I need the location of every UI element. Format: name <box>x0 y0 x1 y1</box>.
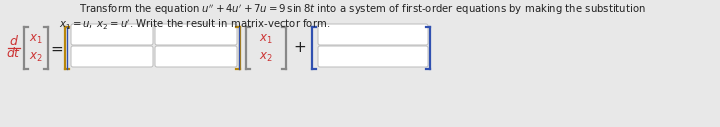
Text: $x_2$: $x_2$ <box>259 50 273 64</box>
FancyBboxPatch shape <box>318 24 428 45</box>
FancyBboxPatch shape <box>71 24 153 45</box>
FancyBboxPatch shape <box>71 46 153 67</box>
Text: Transform the equation $u'' + 4u' + 7u = 9\,\sin 8t$ into a system of first-orde: Transform the equation $u'' + 4u' + 7u =… <box>78 3 645 17</box>
Text: $x_1$: $x_1$ <box>29 33 43 46</box>
Text: $=$: $=$ <box>48 41 64 55</box>
Text: $dt$: $dt$ <box>6 46 22 60</box>
FancyBboxPatch shape <box>155 24 237 45</box>
Text: $x_2$: $x_2$ <box>29 50 43 64</box>
Text: $+$: $+$ <box>294 41 307 55</box>
Text: $x_1 = u,\; x_2 = u'$. Write the result in matrix-vector form.: $x_1 = u,\; x_2 = u'$. Write the result … <box>59 18 330 32</box>
Text: $x_1$: $x_1$ <box>259 33 273 46</box>
FancyBboxPatch shape <box>155 46 237 67</box>
FancyBboxPatch shape <box>318 46 428 67</box>
Text: $d$: $d$ <box>9 34 19 48</box>
